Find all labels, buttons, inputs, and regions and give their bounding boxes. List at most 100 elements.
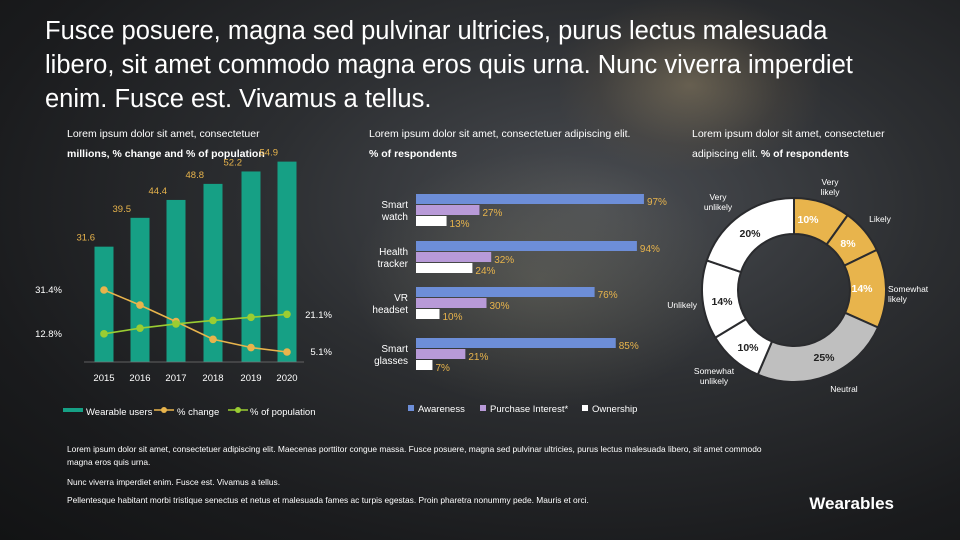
category-label: watch: [381, 212, 408, 223]
point-change: [209, 335, 217, 344]
point-population: [136, 324, 144, 332]
bar-value-label: 21%: [468, 352, 488, 363]
bar-awareness: [416, 287, 595, 297]
donut-category-label: Very: [821, 177, 839, 187]
bar-value-label: 54.9: [260, 148, 279, 159]
point-change: [283, 348, 291, 356]
point-change: [247, 343, 255, 352]
bar-purchase-interest: [416, 298, 487, 308]
donut-category-label: Very: [709, 192, 727, 202]
bar-wearable-users: [130, 217, 150, 362]
footnote-2: Nunc viverra imperdiet enim. Fusce est. …: [67, 477, 281, 487]
legend-label: Purchase Interest*: [490, 404, 568, 415]
donut-category-label: Somewhat: [888, 284, 929, 294]
legend-swatch: [582, 405, 588, 411]
bar-value-label: 30%: [490, 301, 510, 312]
x-tick-label: 2020: [276, 373, 297, 384]
bar-value-label: 44.4: [149, 186, 168, 197]
chart1-header: Lorem ipsum dolor sit amet, consectetuer…: [67, 124, 265, 164]
line-change: [103, 289, 288, 353]
legend-label-population: % of population: [250, 407, 316, 418]
x-tick-label: 2017: [165, 373, 186, 384]
population-start-label: 12.8%: [35, 329, 62, 340]
bar-value-label: 76%: [598, 290, 618, 301]
bar-value-label: 52.2: [224, 157, 243, 168]
bar-purchase-interest: [416, 349, 466, 359]
bar-wearable-users: [241, 171, 261, 362]
category-label: VR: [394, 293, 408, 304]
donut-category-label: Somewhat: [694, 366, 735, 376]
point-change: [136, 301, 144, 309]
legend-label-change: % change: [177, 407, 219, 418]
donut-slice-neutral: [756, 311, 880, 383]
x-tick-label: 2015: [93, 373, 114, 384]
category-label: headset: [372, 305, 408, 316]
slide-title: Fusce posuere, magna sed pulvinar ultric…: [45, 17, 853, 113]
chart3-caption: % of respondents: [760, 148, 849, 160]
legend-marker-population: [235, 407, 241, 413]
legend-swatch: [480, 405, 486, 411]
bar-value-label: 94%: [640, 244, 660, 255]
category-label: Smart: [381, 344, 408, 355]
chart2-header: Lorem ipsum dolor sit amet, consectetuer…: [369, 124, 630, 164]
point-population: [247, 313, 255, 322]
donut-category-label: Neutral: [830, 384, 858, 394]
bar-value-label: 13%: [450, 219, 470, 230]
legend-swatch-bars: [63, 408, 83, 412]
donut-category-label: unlikely: [704, 202, 733, 212]
bar-value-label: 7%: [435, 363, 450, 374]
bar-awareness: [416, 194, 644, 204]
donut-category-label: unlikely: [700, 376, 729, 386]
legend-swatch: [408, 405, 414, 411]
bar-ownership: [416, 216, 447, 226]
bar-wearable-users: [203, 183, 223, 362]
category-label: tracker: [377, 259, 408, 270]
chart2-subtitle: Lorem ipsum dolor sit amet, consectetuer…: [369, 128, 631, 140]
point-population: [209, 316, 217, 325]
bar-value-label: 24%: [475, 266, 495, 277]
population-end-label: 21.1%: [305, 310, 332, 321]
chart1-subtitle: Lorem ipsum dolor sit amet, consectetuer: [67, 128, 260, 140]
bar-value-label: 32%: [494, 255, 514, 266]
bar-wearable-users: [166, 199, 186, 362]
donut-slice-value: 14%: [711, 296, 733, 308]
chart3-subtitle: Lorem ipsum dolor sit amet, consectetuer…: [692, 128, 885, 160]
x-tick-label: 2018: [202, 373, 223, 384]
line-population: [103, 313, 288, 335]
footnote-1: Lorem ipsum dolor sit amet, consectetuer…: [67, 444, 762, 467]
legend-label-bars: Wearable users: [86, 407, 153, 418]
donut-category-label: Unlikely: [667, 300, 698, 310]
donut-slice-value: 25%: [813, 352, 835, 364]
point-population: [172, 320, 180, 328]
bar-value-label: 85%: [619, 341, 639, 352]
bar-ownership: [416, 309, 440, 319]
bar-wearable-users: [277, 161, 297, 362]
bar-wearable-users: [94, 246, 114, 362]
donut-slice-value: 14%: [851, 283, 873, 295]
bar-purchase-interest: [416, 205, 480, 215]
x-tick-label: 2019: [240, 373, 261, 384]
bar-awareness: [416, 338, 616, 348]
donut-slice-value: 8%: [840, 238, 856, 250]
bar-value-label: 27%: [482, 208, 502, 219]
brand-label: Wearables: [809, 494, 894, 513]
bar-awareness: [416, 241, 637, 251]
bar-value-label: 10%: [443, 312, 463, 323]
bar-ownership: [416, 263, 473, 273]
change-end-label: 5.1%: [310, 347, 332, 358]
category-label: glasses: [374, 356, 408, 367]
donut-category-label: Likely: [869, 214, 891, 224]
x-tick-label: 2016: [129, 373, 150, 384]
legend-marker-change: [161, 407, 167, 413]
bar-purchase-interest: [416, 252, 492, 262]
bar-value-label: 31.6: [77, 233, 96, 244]
donut-slice-value: 20%: [739, 228, 761, 240]
point-population: [283, 310, 291, 319]
category-label: Health: [379, 247, 408, 258]
legend-label: Ownership: [592, 404, 637, 415]
donut-slice-value: 10%: [797, 214, 819, 226]
bar-value-label: 39.5: [113, 204, 132, 215]
donut-slice-value: 10%: [737, 342, 759, 354]
